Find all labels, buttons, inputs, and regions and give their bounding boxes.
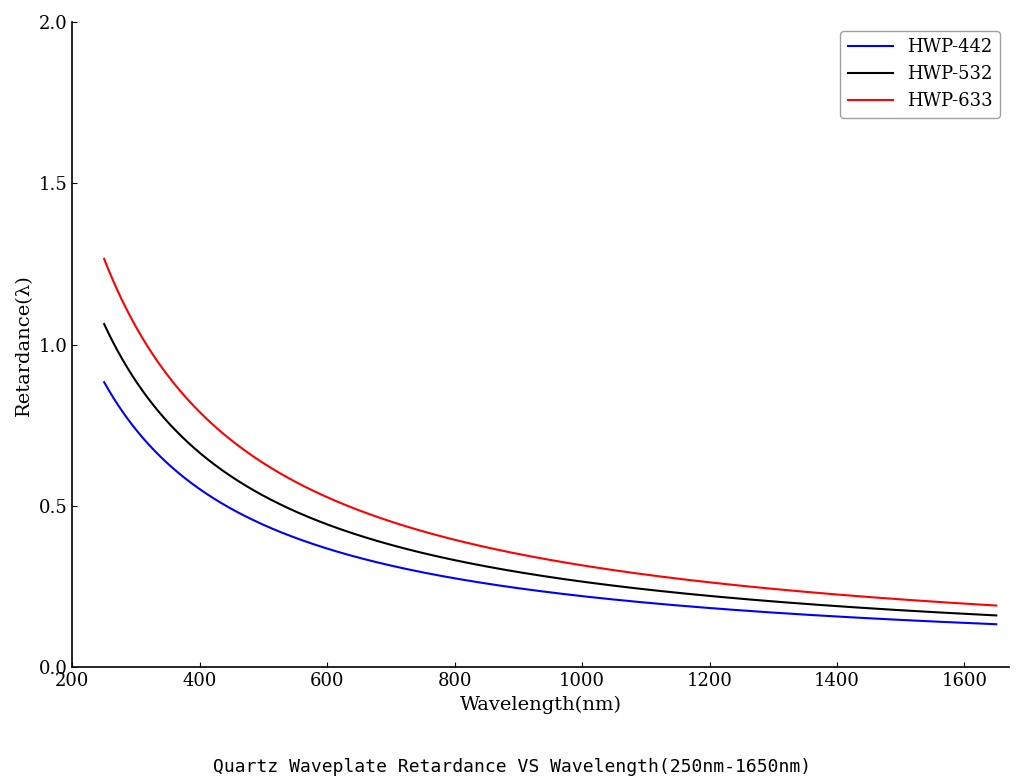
HWP-633 <box>801 587 813 597</box>
HWP-633 <box>508 549 520 558</box>
HWP-532 <box>508 567 520 576</box>
HWP-633 <box>965 599 977 608</box>
HWP-633 <box>98 254 111 263</box>
Line: HWP-442: HWP-442 <box>104 382 996 624</box>
Line: HWP-633: HWP-633 <box>104 259 996 605</box>
HWP-633 <box>990 601 1002 610</box>
HWP-532 <box>801 599 813 608</box>
HWP-442 <box>143 441 156 450</box>
HWP-442 <box>990 619 1002 629</box>
HWP-532 <box>98 319 111 328</box>
Y-axis label: Retardance(λ): Retardance(λ) <box>15 274 33 416</box>
HWP-442 <box>964 619 976 628</box>
HWP-442 <box>531 586 544 596</box>
HWP-442 <box>508 583 520 593</box>
Line: HWP-532: HWP-532 <box>104 324 996 615</box>
HWP-532 <box>990 611 1002 620</box>
Legend: HWP-442, HWP-532, HWP-633: HWP-442, HWP-532, HWP-633 <box>841 31 1000 118</box>
Text: Quartz Waveplate Retardance VS Wavelength(250nm-1650nm): Quartz Waveplate Retardance VS Wavelengt… <box>213 758 811 776</box>
HWP-633 <box>964 599 976 608</box>
HWP-442 <box>98 377 111 387</box>
HWP-442 <box>965 619 977 628</box>
HWP-532 <box>965 609 977 619</box>
HWP-442 <box>801 610 813 619</box>
HWP-532 <box>143 396 156 405</box>
X-axis label: Wavelength(nm): Wavelength(nm) <box>460 696 622 714</box>
HWP-532 <box>531 571 544 580</box>
HWP-633 <box>143 345 156 354</box>
HWP-532 <box>964 609 976 619</box>
HWP-633 <box>531 553 544 562</box>
